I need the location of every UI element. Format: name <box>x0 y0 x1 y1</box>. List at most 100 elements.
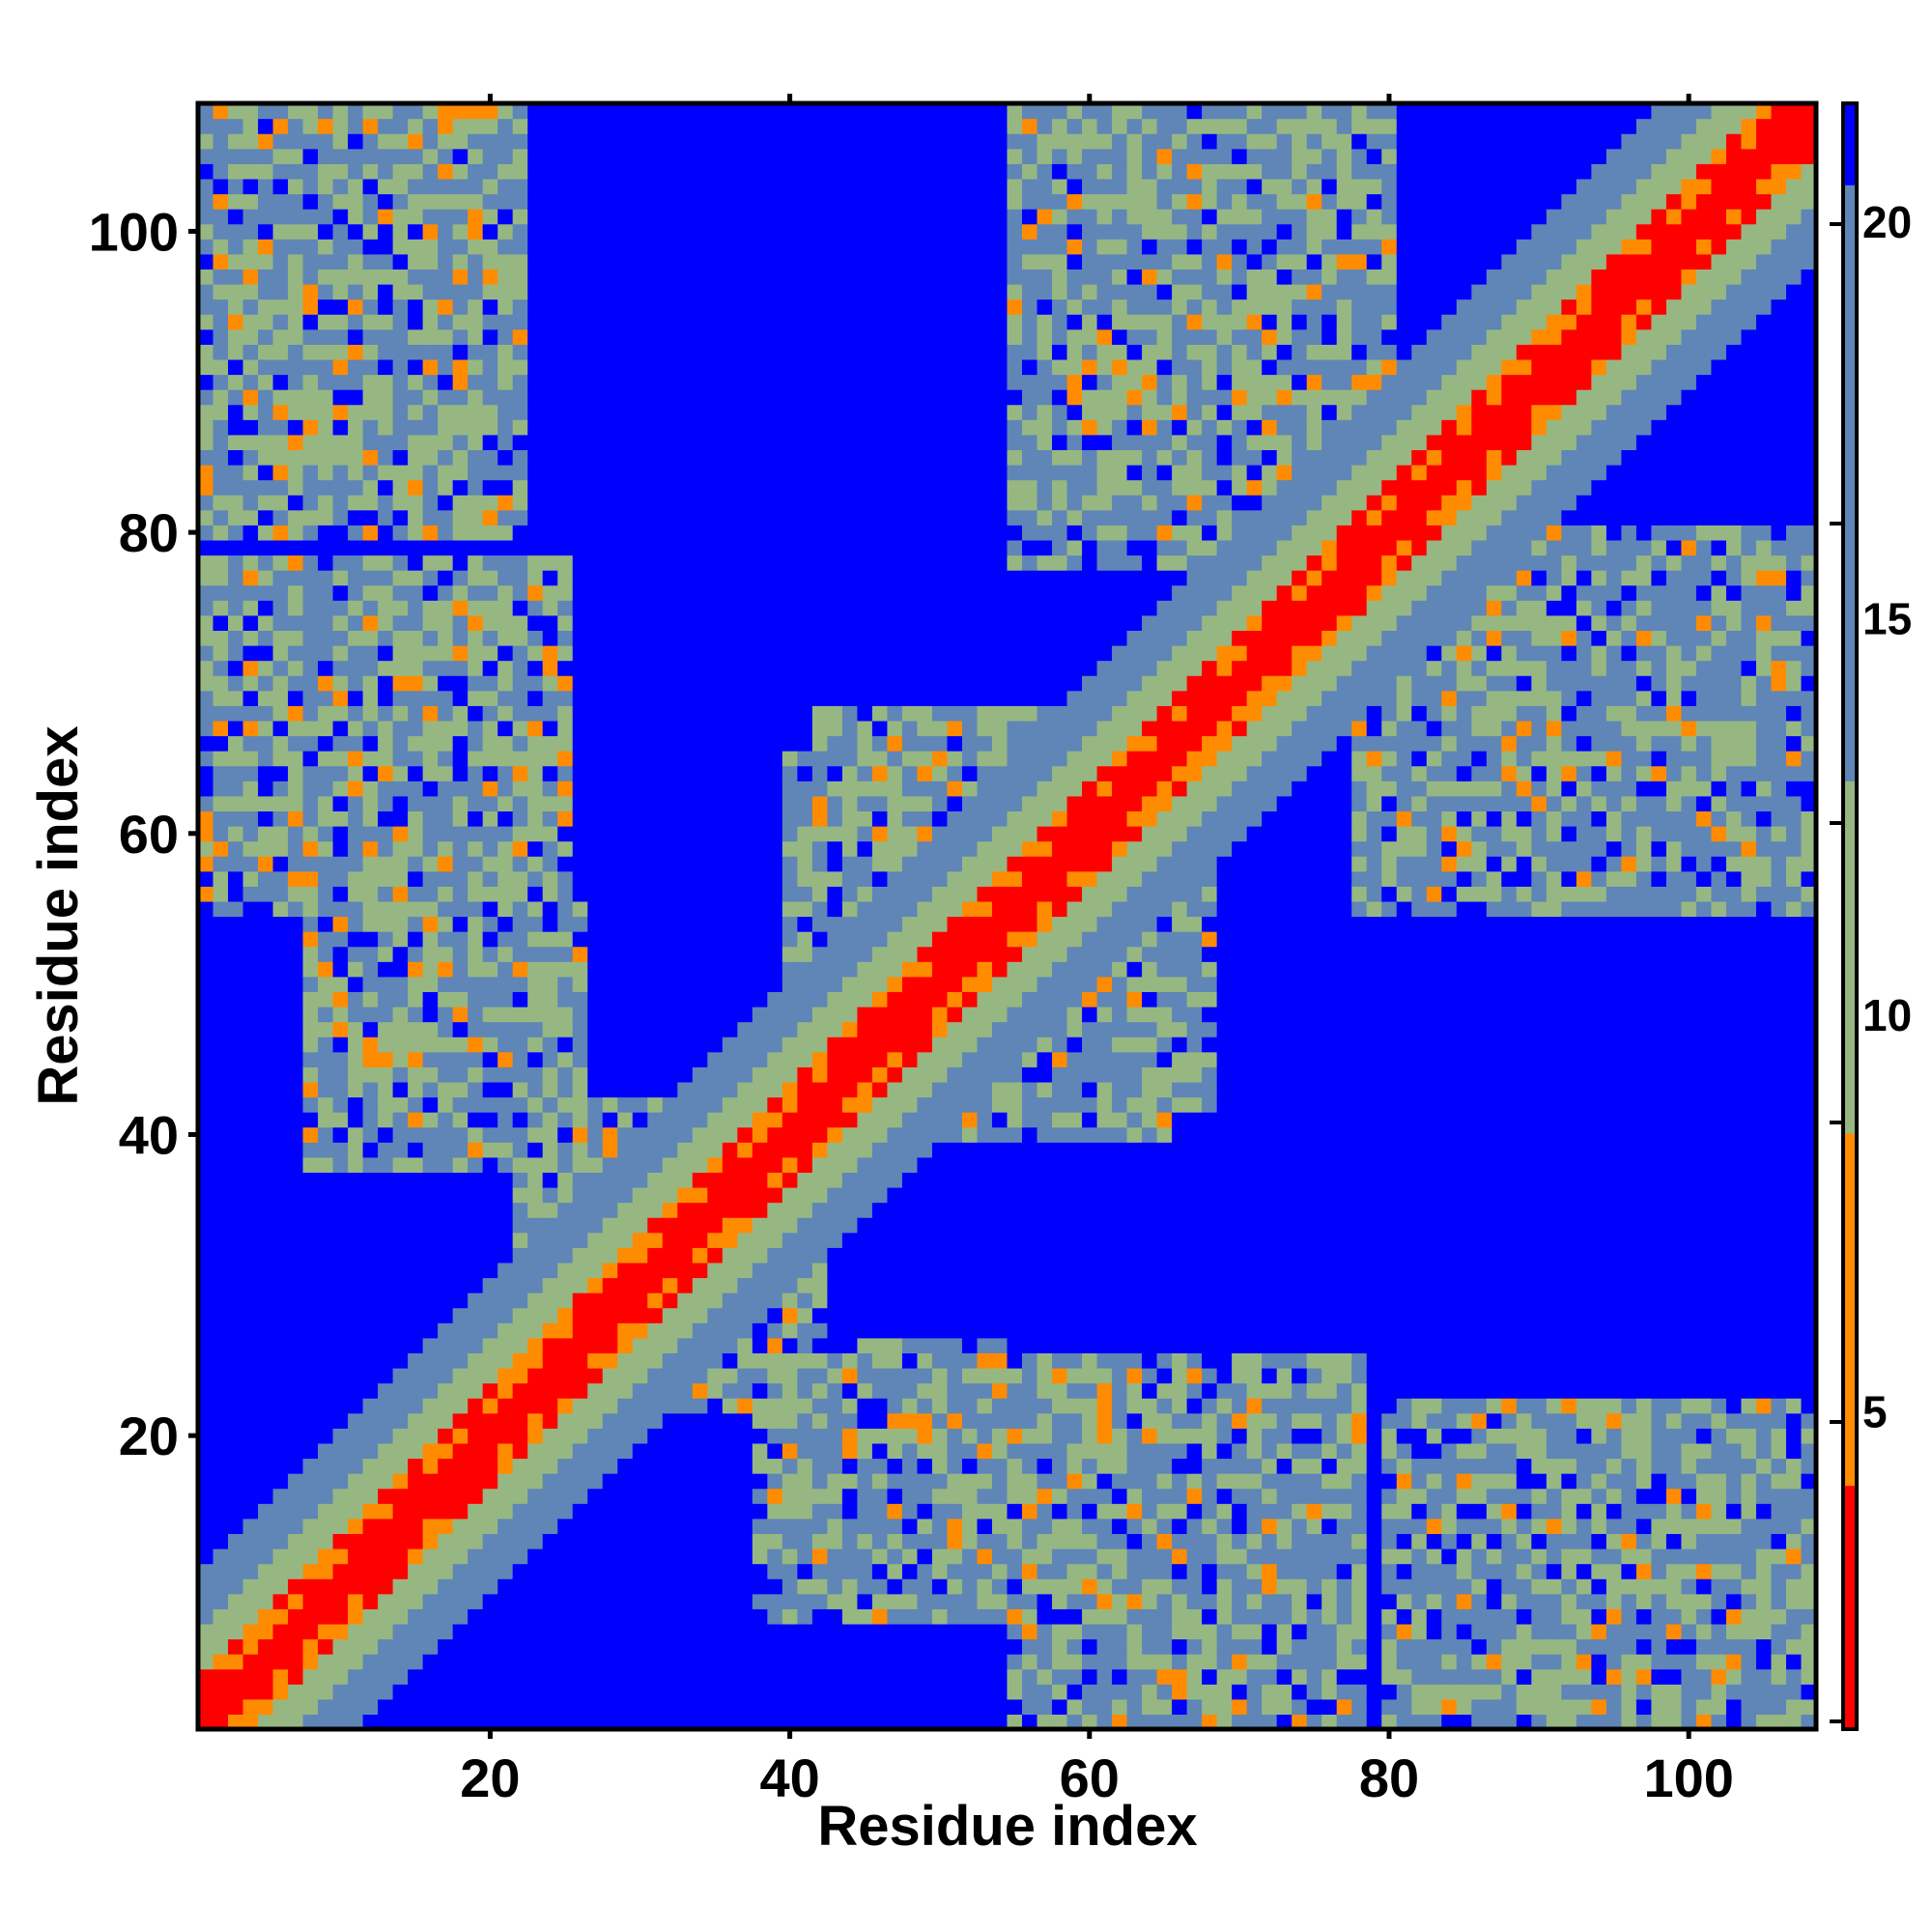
heatmap-cell <box>572 1096 588 1113</box>
heatmap-cell <box>677 1714 694 1730</box>
heatmap-cell <box>213 434 229 451</box>
heatmap-cell <box>722 1142 738 1158</box>
heatmap-cell <box>348 1337 364 1354</box>
heatmap-cell <box>452 133 469 150</box>
heatmap-cell <box>228 600 244 616</box>
heatmap-cell <box>452 961 469 978</box>
heatmap-cell <box>781 1126 798 1143</box>
heatmap-cell <box>527 419 544 436</box>
heatmap-cell <box>542 1112 558 1128</box>
heatmap-cell <box>512 1368 528 1384</box>
heatmap-cell <box>647 1698 664 1716</box>
heatmap-cell <box>362 765 379 781</box>
heatmap-cell <box>213 1382 229 1399</box>
heatmap-cell <box>887 1293 903 1309</box>
heatmap-cell <box>318 1684 334 1700</box>
heatmap-cell <box>752 931 768 948</box>
heatmap-cell <box>332 735 349 752</box>
heatmap-cell <box>392 1126 409 1143</box>
heatmap-cell <box>811 886 828 902</box>
heatmap-cell <box>228 554 244 571</box>
heatmap-cell <box>781 479 798 496</box>
heatmap-cell <box>841 163 859 180</box>
heatmap-cell <box>512 298 528 315</box>
heatmap-cell <box>482 795 498 812</box>
heatmap-cell <box>438 1442 454 1460</box>
heatmap-cell <box>288 269 304 285</box>
heatmap-cell <box>527 1518 544 1535</box>
heatmap-cell <box>617 1593 634 1609</box>
heatmap-cell <box>542 735 558 752</box>
heatmap-cell <box>512 1096 528 1113</box>
heatmap-cell <box>542 178 558 195</box>
heatmap-cell <box>781 1638 798 1655</box>
heatmap-cell <box>692 675 708 692</box>
heatmap-cell <box>857 509 873 526</box>
heatmap-cell <box>242 148 259 164</box>
heatmap-cell <box>422 193 439 210</box>
heatmap-cell <box>302 465 319 481</box>
heatmap-cell <box>737 133 753 150</box>
heatmap-cell <box>542 358 558 376</box>
heatmap-cell <box>722 1247 738 1264</box>
heatmap-cell <box>722 751 738 767</box>
heatmap-cell <box>348 840 364 857</box>
heatmap-cell <box>482 193 498 210</box>
heatmap-cell <box>572 1247 588 1264</box>
heatmap-cell <box>692 314 708 330</box>
heatmap-cell <box>767 358 783 376</box>
heatmap-cell <box>512 1533 528 1549</box>
heatmap-cell <box>422 1488 439 1504</box>
heatmap-cell <box>647 539 664 556</box>
heatmap-cell <box>482 495 498 511</box>
heatmap-cell <box>617 253 634 270</box>
heatmap-cell <box>767 810 783 827</box>
heatmap-cell <box>797 1142 813 1158</box>
heatmap-cell <box>242 539 259 556</box>
heatmap-cell <box>542 539 558 556</box>
heatmap-cell <box>378 525 394 541</box>
heatmap-cell <box>647 826 664 842</box>
heatmap-cell <box>572 705 588 722</box>
heatmap-cell <box>362 269 379 285</box>
heatmap-cell <box>392 223 409 240</box>
heatmap-cell <box>482 765 498 781</box>
heatmap-cell <box>662 795 678 812</box>
heatmap-cell <box>662 1337 678 1354</box>
heatmap-cell <box>722 404 738 420</box>
heatmap-cell <box>707 1548 724 1565</box>
heatmap-cell <box>752 419 768 436</box>
heatmap-cell <box>332 1066 349 1083</box>
heatmap-cell <box>512 931 528 948</box>
heatmap-cell <box>857 434 873 451</box>
heatmap-cell <box>632 1217 648 1234</box>
heatmap-cell <box>722 1307 738 1323</box>
heatmap-cell <box>272 1277 289 1293</box>
heatmap-cell <box>318 1051 334 1067</box>
heatmap-cell <box>408 886 424 902</box>
heatmap-cell <box>348 1623 364 1640</box>
heatmap-cell <box>692 1051 708 1067</box>
heatmap-cell <box>557 148 574 164</box>
heatmap-cell <box>228 465 244 481</box>
heatmap-cell <box>647 916 664 932</box>
heatmap-cell <box>781 810 798 827</box>
heatmap-cell <box>527 840 544 857</box>
heatmap-cell <box>228 1412 244 1429</box>
heatmap-cell <box>737 1623 753 1640</box>
heatmap-cell <box>722 133 738 150</box>
heatmap-cell <box>781 1428 798 1444</box>
heatmap-cell <box>332 298 349 315</box>
heatmap-cell <box>422 630 439 646</box>
heatmap-cell <box>468 1623 484 1640</box>
heatmap-cell <box>422 1037 439 1053</box>
heatmap-cell <box>871 539 889 556</box>
heatmap-cell <box>378 1172 394 1188</box>
heatmap-cell <box>557 675 574 692</box>
heatmap-cell <box>707 344 724 360</box>
heatmap-cell <box>617 239 634 255</box>
heatmap-cell <box>512 1593 528 1609</box>
heatmap-cell <box>302 931 319 948</box>
heatmap-cell <box>452 314 469 330</box>
heatmap-cell <box>752 284 768 300</box>
